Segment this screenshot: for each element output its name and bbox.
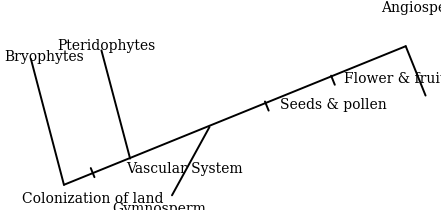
Text: Seeds & pollen: Seeds & pollen (280, 98, 387, 112)
Text: Flower & fruit: Flower & fruit (344, 72, 441, 86)
Text: Gymnosperm: Gymnosperm (112, 202, 206, 210)
Text: Angiosperm: Angiosperm (381, 1, 441, 15)
Text: Bryophytes: Bryophytes (4, 50, 84, 64)
Text: Colonization of land: Colonization of land (22, 192, 164, 206)
Text: Vascular System: Vascular System (126, 162, 242, 176)
Text: Pteridophytes: Pteridophytes (57, 39, 156, 53)
